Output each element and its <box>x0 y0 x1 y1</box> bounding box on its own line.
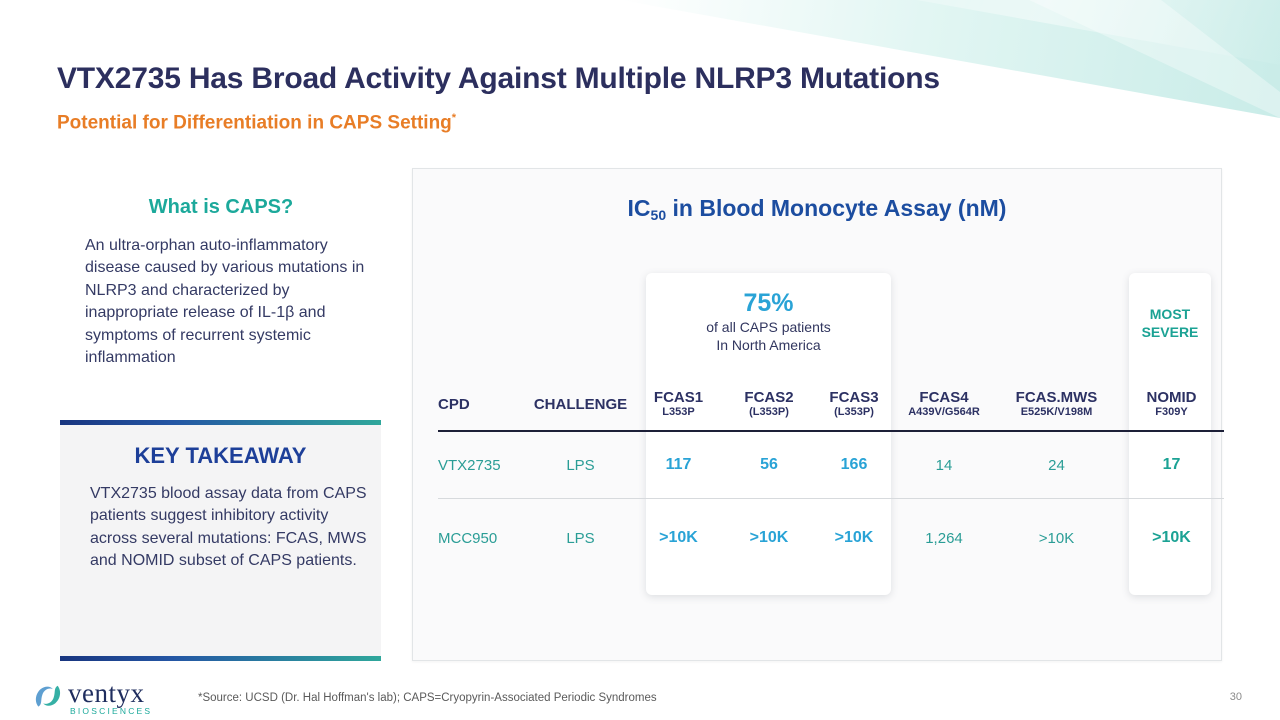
header-main: NOMID <box>1146 389 1197 406</box>
logo-text: ventyx BIOSCIENCES <box>68 678 153 717</box>
page-number: 30 <box>1229 691 1242 703</box>
header-main: CHALLENGE <box>533 395 628 413</box>
subtitle-text: Potential for Differentiation in CAPS Se… <box>57 112 452 134</box>
column-header-fcas1: FCAS1 L353P <box>633 389 724 419</box>
column-header-nomid: NOMID F309Y <box>1119 389 1224 419</box>
key-takeaway-card: KEY TAKEAWAY VTX2735 blood assay data fr… <box>60 420 381 661</box>
ventyx-swirl-icon <box>35 685 61 707</box>
cell-challenge: LPS <box>566 529 595 547</box>
company-logo: ventyx BIOSCIENCES <box>32 678 153 717</box>
row-divider <box>438 498 1224 499</box>
subtitle-footnote-marker: * <box>451 112 457 124</box>
column-header-fcas4: FCAS4 A439V/G564R <box>894 389 994 419</box>
slide-title: VTX2735 Has Broad Activity Against Multi… <box>57 62 940 95</box>
header-main: FCAS1 <box>653 389 704 406</box>
cell-nomid: 17 <box>1162 456 1181 473</box>
header-underline <box>438 430 1224 432</box>
column-header-cpd: CPD <box>438 396 528 413</box>
cell-challenge: LPS <box>566 456 595 474</box>
slide-subtitle: Potential for Differentiation in CAPS Se… <box>57 112 456 134</box>
decoration-facet-triangle <box>1029 0 1280 118</box>
cell-fcas4: 1,264 <box>925 529 963 547</box>
caps-75pct-highlight-box: 75% of all CAPS patients In North Americ… <box>646 273 891 595</box>
cell-fcas3: 166 <box>840 456 868 473</box>
decoration-gradient-wedge <box>620 0 1280 118</box>
cell-fcas1: 117 <box>665 456 692 473</box>
caps-75pct-value: 75% <box>743 289 794 317</box>
header-main: FCAS2 <box>744 389 794 406</box>
key-takeaway-body: VTX2735 blood assay data from CAPS patie… <box>90 485 367 570</box>
most-severe-line1: MOST <box>1149 306 1191 322</box>
column-header-challenge: CHALLENGE <box>528 396 633 413</box>
header-main: FCAS4 <box>919 389 969 406</box>
header-sub: (L353P) <box>834 406 874 418</box>
column-header-fcas2: FCAS2 (L353P) <box>724 389 814 419</box>
decoration-facet-highlight <box>917 0 1280 65</box>
cell-nomid: >10K <box>1152 529 1191 546</box>
logo-tagline: BIOSCIENCES <box>70 706 153 716</box>
assay-title-prefix: IC <box>627 195 651 221</box>
takeaway-bottom-rule <box>60 656 381 661</box>
cell-fcas2: 56 <box>760 456 778 473</box>
cell-fcas4: 14 <box>935 456 953 474</box>
cell-cpd: VTX2735 <box>438 456 501 474</box>
table-row-mcc950: MCC950 LPS >10K >10K >10K 1,264 >10K >10… <box>438 499 1224 577</box>
table-header-row: CPD CHALLENGE FCAS1 L353P FCAS2 (L353P) … <box>438 377 1224 431</box>
caps-info-heading: What is CAPS? <box>148 196 294 218</box>
corner-decoration <box>620 0 1280 118</box>
cell-fcas3: >10K <box>834 529 874 546</box>
caps-75pct-line1: of all CAPS patients <box>706 319 831 335</box>
header-sub: A439V/G564R <box>908 406 980 418</box>
header-main: CPD <box>438 395 470 413</box>
most-severe-label: MOST SEVERE <box>1129 305 1211 341</box>
cell-fcas1: >10K <box>659 529 698 546</box>
column-header-fcasmws: FCAS.MWS E525K/V198M <box>994 389 1119 419</box>
cell-fcas2: >10K <box>749 529 789 546</box>
logo-wordmark: ventyx <box>68 678 145 708</box>
caps-75pct-line2: In North America <box>716 337 821 353</box>
header-sub: L353P <box>662 406 695 418</box>
caps-info-body: An ultra-orphan auto-inflammatory diseas… <box>85 237 365 367</box>
header-main: FCAS3 <box>829 389 879 406</box>
assay-title-suffix: in Blood Monocyte Assay (nM) <box>666 195 1007 221</box>
table-row-vtx2735: VTX2735 LPS 117 56 166 14 24 17 <box>438 432 1224 498</box>
most-severe-highlight-box: MOST SEVERE <box>1129 273 1211 595</box>
assay-title-subscript: 50 <box>650 207 667 223</box>
cell-cpd: MCC950 <box>438 529 498 547</box>
caps-info-section: What is CAPS? An ultra-orphan auto-infla… <box>60 196 382 369</box>
key-takeaway-heading: KEY TAKEAWAY <box>134 443 307 468</box>
header-sub: E525K/V198M <box>1020 406 1093 418</box>
header-sub: F309Y <box>1155 406 1188 418</box>
cell-fcasmws: >10K <box>1038 529 1075 547</box>
source-footnote: *Source: UCSD (Dr. Hal Hoffman's lab); C… <box>198 692 657 704</box>
column-header-fcas3: FCAS3 (L353P) <box>814 389 894 419</box>
assay-panel-title: IC50 in Blood Monocyte Assay (nM) <box>413 195 1221 223</box>
most-severe-line2: SEVERE <box>1141 324 1199 340</box>
header-main: FCAS.MWS <box>1015 389 1098 406</box>
header-sub: (L353P) <box>749 406 789 418</box>
assay-panel: IC50 in Blood Monocyte Assay (nM) 75% of… <box>412 168 1224 661</box>
takeaway-top-rule <box>60 420 381 425</box>
cell-fcasmws: 24 <box>1048 456 1065 474</box>
